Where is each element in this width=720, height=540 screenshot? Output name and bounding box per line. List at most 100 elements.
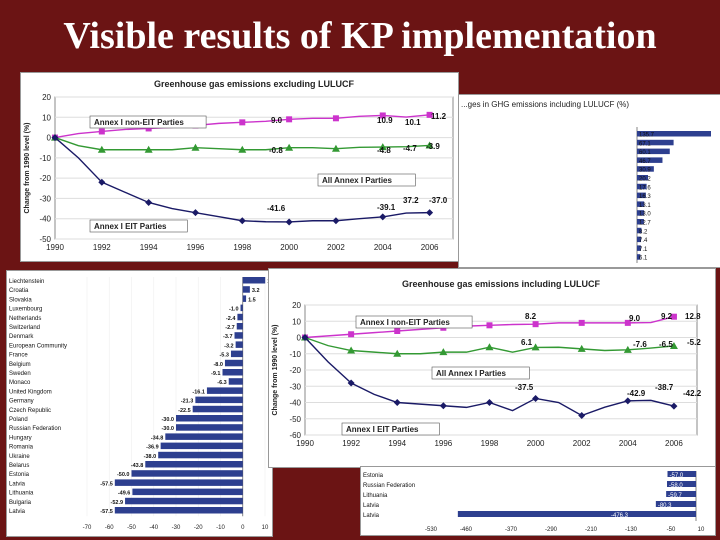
category-label: France xyxy=(9,353,28,359)
bar-value-label: -21.3 xyxy=(181,399,194,405)
bar-value-label: -30.0 xyxy=(161,426,174,432)
data-label: -42.2 xyxy=(683,389,702,398)
data-point xyxy=(331,144,340,152)
category-label: Latvia xyxy=(363,513,380,519)
bar-value-label: -9.1 xyxy=(211,371,220,377)
category-label: Lithuania xyxy=(363,493,388,499)
data-label: 9.0 xyxy=(629,314,641,323)
bar-value-label: 13.1 xyxy=(639,203,651,209)
bar xyxy=(637,131,711,137)
bar xyxy=(637,139,674,146)
data-point xyxy=(301,334,309,341)
bar-value-label: 60.1 xyxy=(639,150,651,156)
data-point xyxy=(485,343,494,351)
chart-incl-lulucf-panel: Greenhouse gas emissions including LULUC… xyxy=(268,268,716,468)
category-label: Ukraine xyxy=(9,454,30,460)
x-tick-label: 1990 xyxy=(46,243,64,252)
data-label: 37.2 xyxy=(403,196,419,205)
bar-value-label: -36.9 xyxy=(146,445,159,451)
bar xyxy=(637,245,641,251)
bar xyxy=(234,332,243,339)
x-tick-label: 2002 xyxy=(327,243,345,252)
data-label: -37.0 xyxy=(429,196,448,205)
bar-value-label: -2.4 xyxy=(226,316,236,322)
chart-country-bars-panel: -70-60-50-40-30-20-10010Liechtenstein10.… xyxy=(6,270,273,537)
data-point xyxy=(348,331,355,338)
data-point xyxy=(191,143,200,151)
bar-value-label: 1.5 xyxy=(248,297,256,303)
x-tick-label: -210 xyxy=(585,527,598,533)
data-point xyxy=(486,322,493,329)
category-label: Switzerland xyxy=(9,325,40,331)
category-label: Hungary xyxy=(9,435,32,441)
data-point xyxy=(191,209,199,217)
x-tick-label: -40 xyxy=(149,525,158,531)
bar xyxy=(637,219,644,225)
category-label: Russian Federation xyxy=(363,483,415,489)
x-tick-label: -460 xyxy=(460,527,473,533)
data-label: -3.9 xyxy=(426,142,440,151)
bar-value-label: -58.0 xyxy=(669,483,683,489)
bar-value-label: 46.7 xyxy=(639,159,651,165)
data-label: -42.9 xyxy=(627,389,646,398)
data-point xyxy=(624,319,631,326)
y-tick-label: 20 xyxy=(42,93,51,102)
data-label: 8.2 xyxy=(525,312,537,321)
slide-title: Visible results of KP implementation xyxy=(63,15,657,57)
bar xyxy=(236,323,243,330)
bar-value-label: 3.2 xyxy=(252,288,260,294)
category-label: United Kingdom xyxy=(9,389,52,395)
bar-value-label: -50.0 xyxy=(117,472,130,478)
annotation-label: Annex I EIT Parties xyxy=(346,425,419,434)
chart-incl-lulucf-bars-panel: ...ges in GHG emissions including LULUCF… xyxy=(458,94,720,268)
bar xyxy=(237,313,243,321)
bar xyxy=(637,254,641,260)
bar xyxy=(114,507,243,514)
category-label: Estonia xyxy=(363,473,384,479)
data-point xyxy=(286,116,293,123)
bar-value-label: -22.5 xyxy=(178,408,191,414)
x-tick-label: 10 xyxy=(698,527,705,533)
bar xyxy=(125,497,243,505)
category-label: Luxembourg xyxy=(9,307,42,313)
bar-value-label: -16.1 xyxy=(192,389,205,395)
bar-value-label: -3.7 xyxy=(223,334,232,340)
data-point xyxy=(332,217,340,225)
bar-value-label: 6.1 xyxy=(639,256,648,262)
chart-title: ...ges in GHG emissions including LULUCF… xyxy=(461,100,629,109)
y-tick-label: 20 xyxy=(292,301,301,310)
category-label: Sweden xyxy=(9,371,31,377)
bar xyxy=(242,277,266,284)
bar-chart-incl-lulucf: ...ges in GHG emissions including LULUCF… xyxy=(461,100,711,263)
y-axis-label: Change from 1990 level (%) xyxy=(272,324,279,415)
annotation-box xyxy=(89,115,207,129)
data-point xyxy=(393,399,401,406)
annotation-box xyxy=(431,366,530,380)
annotation-box xyxy=(341,422,440,436)
data-point xyxy=(439,348,448,356)
category-label: Monaco xyxy=(9,380,31,386)
bar xyxy=(176,424,243,431)
category-label: Czech Republic xyxy=(9,408,51,414)
bar xyxy=(667,481,696,487)
category-label: Germany xyxy=(9,399,34,405)
data-point xyxy=(485,399,493,406)
bar xyxy=(131,470,243,477)
bar-value-label: -80.3 xyxy=(658,503,672,509)
bar-value-label: -59.7 xyxy=(668,493,682,499)
data-point xyxy=(379,112,386,119)
bar xyxy=(132,488,243,496)
category-label: European Community xyxy=(9,343,67,349)
category-label: Latvia xyxy=(363,503,380,509)
y-tick-label: 0 xyxy=(297,334,302,343)
bar-value-label: -43.8 xyxy=(131,463,144,469)
bar xyxy=(637,201,645,207)
bar-value-label: 67.1 xyxy=(639,141,651,147)
chart-title: Greenhouse gas emissions excluding LULUC… xyxy=(154,79,355,89)
annotation-box xyxy=(355,315,473,329)
bar-value-label: 12.7 xyxy=(639,221,651,227)
bar-value-label: -2.7 xyxy=(225,325,234,331)
bar xyxy=(228,378,243,385)
x-tick-label: 2000 xyxy=(527,439,545,448)
bar xyxy=(176,415,243,422)
